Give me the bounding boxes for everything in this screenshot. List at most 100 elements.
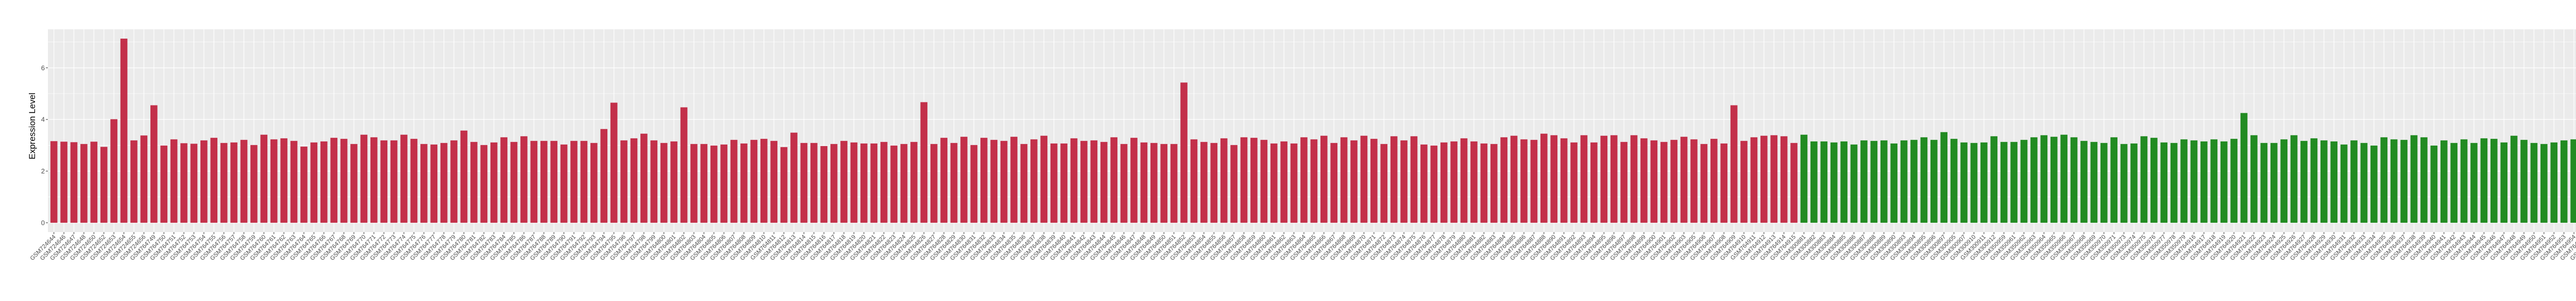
bar [1990,136,1998,223]
bar [1690,139,1698,223]
bar [2290,135,2298,223]
bar [60,141,67,223]
bar [1900,140,1908,223]
bar [1830,142,1838,223]
bar [780,147,788,223]
bar [1270,143,1278,223]
bar [1460,138,1468,223]
bar [1610,135,1618,223]
bar [110,119,117,223]
y-tick-label: 0 [41,219,45,226]
bar [2500,142,2507,223]
bar [520,136,528,223]
bar [1040,135,1048,223]
bar [330,137,337,223]
bar [820,146,828,223]
bar [2140,136,2148,223]
bar [90,141,98,223]
bar [2070,137,2078,223]
bar [800,143,808,223]
bar [2080,140,2088,223]
bar [1490,144,1498,223]
bar [1160,144,1167,223]
bar [2390,139,2398,223]
bar [1080,140,1088,223]
bar [1000,140,1008,223]
bar [900,144,908,223]
bar [840,140,848,223]
bar [2350,140,2358,223]
bar [620,140,628,223]
bar [1720,143,1727,223]
bar [2520,139,2528,223]
bar [270,139,278,223]
bar [2000,141,2008,223]
bar [70,142,78,223]
bar [380,140,387,223]
bar [1650,140,1658,223]
bar [2100,143,2108,223]
bar [1470,141,1478,223]
bar [1810,141,1818,223]
bar [850,142,858,223]
bar [2170,143,2178,223]
bar [1120,144,1128,223]
bar [1070,138,1078,223]
bar [1520,139,1528,223]
bar [1050,143,1058,223]
bar [290,140,298,223]
bar [730,139,738,223]
bar [650,140,658,223]
bar [1530,139,1538,223]
bar [2310,138,2318,223]
bar [470,141,478,223]
bar [980,137,988,223]
bar [680,107,688,223]
bar [870,143,878,223]
bar [2020,139,2028,223]
bar [1750,137,1758,223]
bar [420,144,428,223]
bar [140,135,148,223]
bar [1300,137,1308,223]
bar [1170,144,1178,223]
bar [360,134,368,223]
bar [2450,143,2458,223]
bar [2200,141,2208,223]
bar [170,139,178,223]
bar [1380,144,1388,223]
bar [1710,138,1718,223]
bar [2330,141,2338,223]
bar [1620,141,1628,223]
bar [610,102,618,223]
bar [450,140,457,223]
bar [2570,139,2576,223]
bar [1150,143,1158,223]
bar [130,140,138,223]
bar [440,143,448,223]
bar [2420,137,2428,223]
bar [1290,143,1298,223]
bar [1630,135,1638,223]
bar [320,141,328,223]
bar [280,138,287,223]
bar [2120,144,2128,223]
bar [1260,139,1268,223]
bar [660,143,668,223]
bar [1310,139,1318,223]
bar [1280,141,1287,223]
bar [1770,135,1778,223]
bar [1090,140,1098,223]
bar [590,143,598,223]
y-tick-label: 4 [41,116,45,123]
bar [1890,143,1897,223]
bar [1360,135,1368,223]
bar [1910,139,1918,223]
bar [2490,138,2498,223]
bar [710,145,718,223]
bar [1500,137,1507,223]
bar [2210,139,2218,223]
bar [1220,138,1228,223]
bar [740,143,748,223]
